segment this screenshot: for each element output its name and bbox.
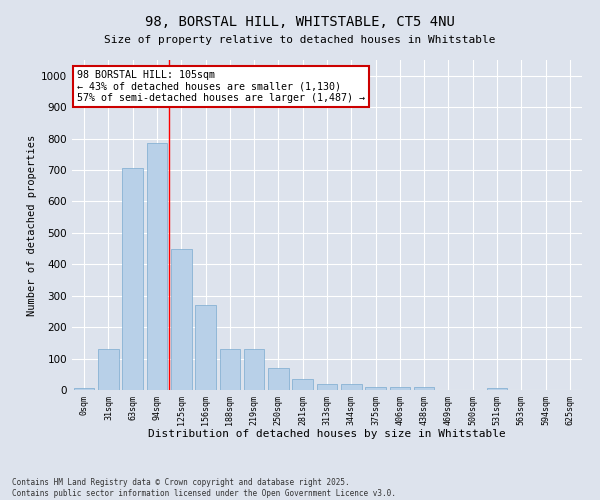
Bar (171, 248, 191, 390)
Text: Contains HM Land Registry data © Crown copyright and database right 2025.
Contai: Contains HM Land Registry data © Crown c… (12, 478, 396, 498)
Bar (317, 384, 337, 390)
Bar (268, 368, 289, 390)
Bar (341, 384, 362, 390)
Y-axis label: Number of detached properties: Number of detached properties (27, 134, 37, 316)
X-axis label: Distribution of detached houses by size in Whitstable: Distribution of detached houses by size … (148, 429, 506, 439)
Bar (220, 349, 240, 390)
Bar (195, 305, 216, 390)
Bar (414, 387, 434, 390)
Bar (98, 349, 119, 390)
Text: Size of property relative to detached houses in Whitstable: Size of property relative to detached ho… (104, 35, 496, 45)
Bar (146, 144, 167, 390)
Bar (244, 349, 265, 390)
Bar (292, 379, 313, 390)
Bar (74, 388, 94, 390)
Text: 98 BORSTAL HILL: 105sqm
← 43% of detached houses are smaller (1,130)
57% of semi: 98 BORSTAL HILL: 105sqm ← 43% of detache… (77, 70, 365, 103)
Text: 98, BORSTAL HILL, WHITSTABLE, CT5 4NU: 98, BORSTAL HILL, WHITSTABLE, CT5 4NU (145, 15, 455, 29)
Bar (487, 388, 508, 390)
Bar (365, 387, 386, 390)
Bar (122, 168, 143, 390)
Bar (389, 387, 410, 390)
